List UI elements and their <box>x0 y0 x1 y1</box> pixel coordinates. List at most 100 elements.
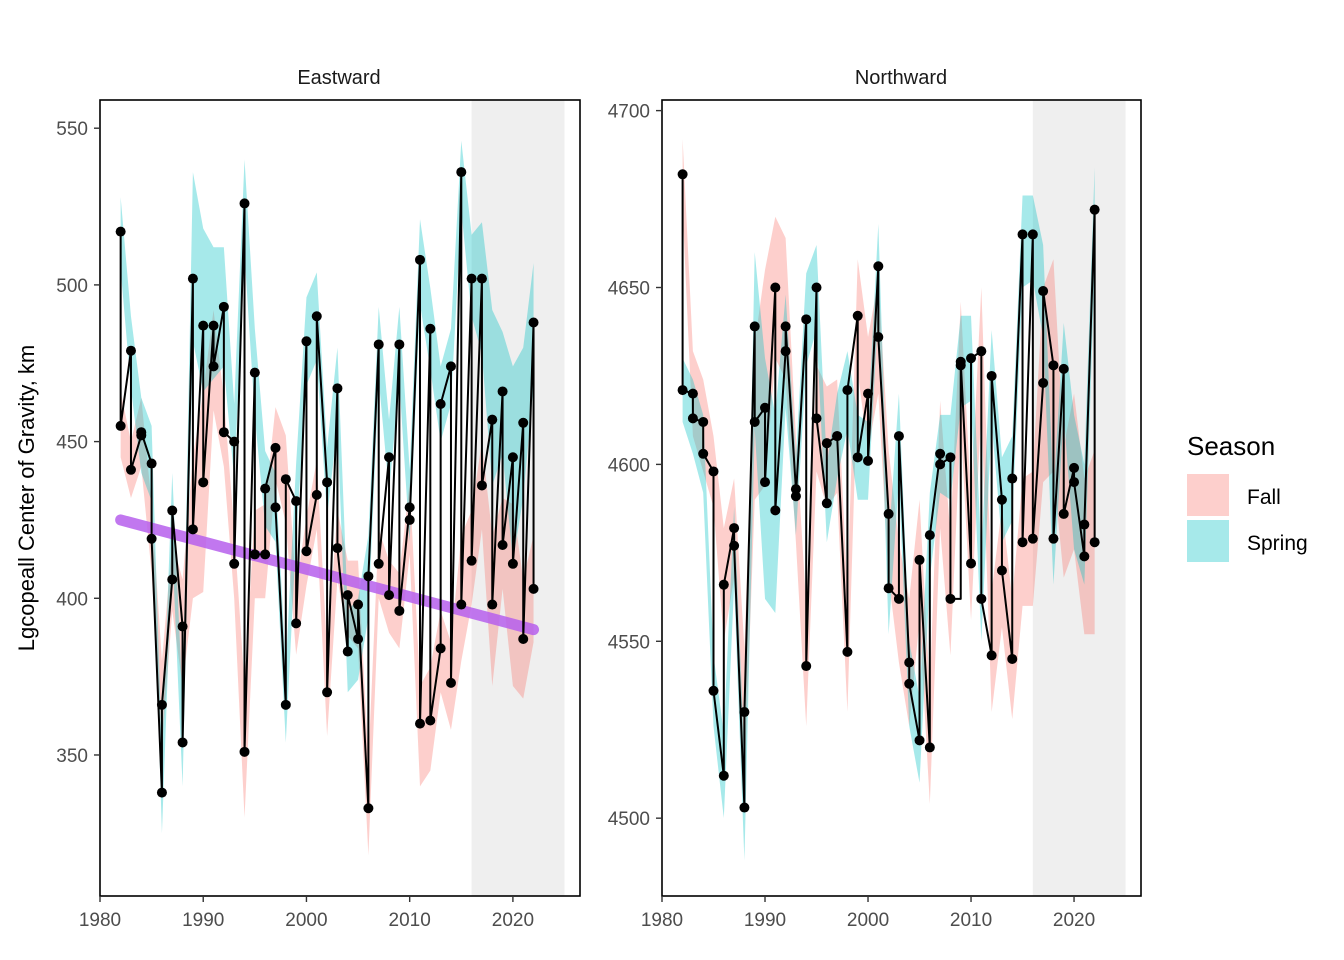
data-point-spring <box>677 385 688 396</box>
data-point-fall <box>687 388 698 399</box>
data-point-spring <box>208 320 219 331</box>
y-axis-title: Lgcopeall Center of Gravity, km <box>14 345 39 652</box>
data-point-fall <box>260 549 271 560</box>
data-point-fall <box>507 558 518 569</box>
data-point-spring <box>842 385 853 396</box>
data-point-spring <box>270 502 281 513</box>
data-point-spring <box>404 502 415 513</box>
data-point-fall <box>1007 653 1018 664</box>
data-point-fall <box>1027 533 1038 544</box>
data-point-fall <box>198 477 209 488</box>
x-tick-label: 2020 <box>492 910 534 931</box>
data-point-fall <box>708 466 719 477</box>
data-point-fall <box>852 310 863 321</box>
data-point-fall <box>249 549 260 560</box>
data-point-fall <box>1017 537 1028 548</box>
data-point-spring <box>115 226 126 237</box>
y-tick-label: 400 <box>56 589 88 610</box>
data-point-fall <box>1069 462 1080 473</box>
x-tick-label: 2000 <box>847 910 889 931</box>
data-point-spring <box>384 452 395 463</box>
facet-label-eastward: Eastward <box>297 67 380 89</box>
y-tick-label: 4650 <box>608 279 650 300</box>
data-point-spring <box>167 505 178 516</box>
data-point-spring <box>363 571 374 582</box>
data-point-fall <box>811 413 822 424</box>
data-point-fall <box>863 388 874 399</box>
data-point-fall <box>363 803 374 814</box>
data-point-fall <box>935 459 946 470</box>
data-point-spring <box>1038 286 1049 297</box>
data-point-fall <box>146 533 157 544</box>
data-point-fall <box>966 558 977 569</box>
data-point-spring <box>821 498 832 509</box>
data-point-spring <box>125 345 136 356</box>
data-point-fall <box>1089 537 1100 548</box>
data-point-spring <box>1069 477 1080 488</box>
data-point-spring <box>893 431 904 442</box>
data-point-fall <box>698 416 709 427</box>
data-point-spring <box>801 314 812 325</box>
legend-label-fall: Fall <box>1247 486 1281 509</box>
facet-label-northward: Northward <box>855 67 947 89</box>
data-point-fall <box>945 593 956 604</box>
data-point-spring <box>394 339 405 350</box>
data-point-spring <box>914 735 925 746</box>
data-point-spring <box>698 448 709 459</box>
data-point-fall <box>415 718 425 729</box>
data-point-spring <box>332 383 343 394</box>
data-point-fall <box>770 282 781 293</box>
x-tick-label: 2010 <box>389 910 431 931</box>
data-point-spring <box>487 414 498 425</box>
data-point-fall <box>208 361 219 372</box>
data-point-fall <box>1048 360 1059 371</box>
data-point-spring <box>1079 519 1090 530</box>
data-point-fall <box>270 442 281 453</box>
data-point-fall <box>435 643 446 654</box>
data-point-fall <box>904 657 915 668</box>
data-point-fall <box>445 677 456 688</box>
data-point-fall <box>342 590 353 601</box>
data-point-spring <box>873 261 884 272</box>
data-point-spring <box>966 353 977 364</box>
y-tick-label: 4600 <box>608 455 650 476</box>
data-point-fall <box>466 555 477 566</box>
data-point-spring <box>1058 363 1069 374</box>
data-point-spring <box>1017 229 1028 240</box>
data-point-spring <box>136 430 147 441</box>
data-point-fall <box>842 646 853 657</box>
data-point-fall <box>801 661 812 672</box>
data-point-fall <box>322 687 333 698</box>
data-point-spring <box>445 361 456 372</box>
data-point-spring <box>260 483 271 494</box>
data-point-fall <box>986 650 997 661</box>
data-point-fall <box>1079 551 1090 562</box>
data-point-fall <box>718 579 729 590</box>
panel-eastward: 1980 1990 2000 2010 2020 350 400 450 500 550 <box>56 99 581 931</box>
data-point-spring <box>456 167 467 178</box>
data-point-spring <box>156 787 167 798</box>
data-point-fall <box>924 742 935 753</box>
data-point-spring <box>373 339 384 350</box>
data-point-spring <box>342 646 353 657</box>
data-point-fall <box>229 558 240 569</box>
x-tick-label: 1990 <box>744 910 786 931</box>
data-point-spring <box>832 431 843 442</box>
data-point-spring <box>229 436 240 447</box>
x-tick-label: 1990 <box>182 910 224 931</box>
x-tick-label: 2020 <box>1053 910 1095 931</box>
data-point-spring <box>924 530 935 541</box>
data-point-spring <box>986 370 997 381</box>
data-point-spring <box>507 452 518 463</box>
legend-swatch-fall <box>1187 474 1229 516</box>
data-point-fall <box>218 427 229 438</box>
data-point-fall <box>996 565 1007 576</box>
data-point-spring <box>311 311 322 322</box>
data-point-fall <box>760 402 771 413</box>
data-point-fall <box>301 546 312 557</box>
x-tick-label: 1980 <box>79 910 121 931</box>
data-point-fall <box>156 699 167 710</box>
data-point-spring <box>198 320 209 331</box>
panel-border <box>99 99 581 897</box>
data-point-spring <box>291 496 302 507</box>
